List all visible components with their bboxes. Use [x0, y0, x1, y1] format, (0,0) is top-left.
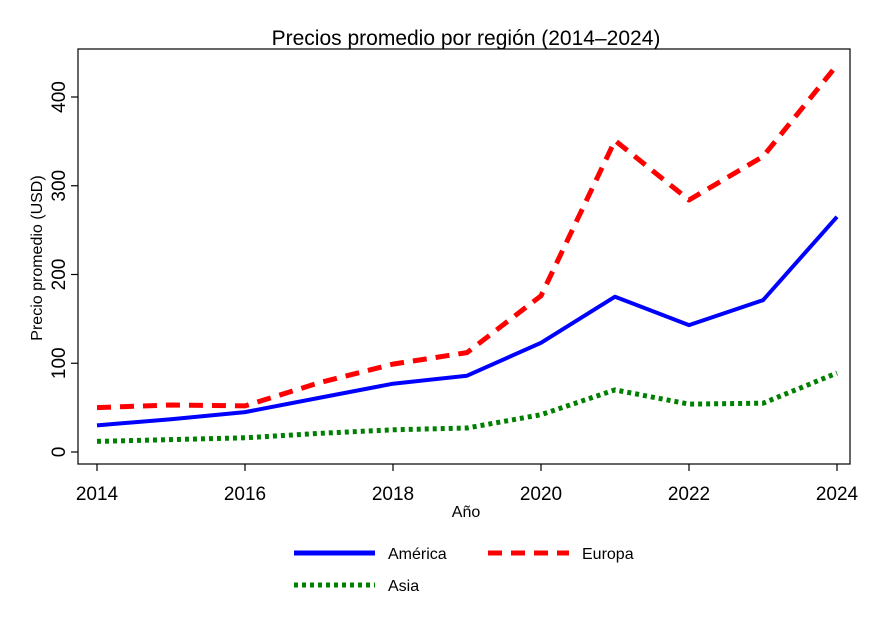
- y-tick-label-0: 0: [49, 447, 70, 458]
- y-tick-label-400: 400: [49, 81, 70, 113]
- legend-item-america: América: [294, 546, 447, 563]
- y-axis-label: Precio promedio (USD): [29, 175, 46, 340]
- chart-title: Precios promedio por región (2014–2024): [272, 27, 661, 50]
- y-axis: 0 100 200 300 400: [49, 81, 78, 457]
- series-line-asia: [96, 370, 838, 444]
- legend-label-asia: Asia: [388, 578, 419, 595]
- legend-item-asia: Asia: [294, 578, 419, 595]
- y-tick-label-100: 100: [49, 347, 70, 379]
- series-line-europa: [96, 63, 839, 411]
- x-tick-label-2018: 2018: [372, 484, 414, 505]
- x-tick-label-2016: 2016: [224, 484, 266, 505]
- x-axis-label: Año: [452, 504, 481, 521]
- y-tick-label-200: 200: [49, 259, 70, 291]
- x-tick-label-2020: 2020: [520, 484, 562, 505]
- x-axis: 2014 2016 2018 2020 2022 2024: [76, 464, 859, 505]
- legend-label-america: América: [388, 546, 447, 563]
- x-tick-label-2022: 2022: [668, 484, 710, 505]
- series-lines: [96, 63, 839, 444]
- series-line-am-rica: [96, 215, 839, 428]
- plot-frame: [77, 48, 851, 465]
- legend-item-europa: Europa: [488, 546, 634, 563]
- x-tick-label-2024: 2024: [816, 484, 859, 505]
- x-tick-label-2014: 2014: [76, 484, 119, 505]
- legend: América Europa Asia: [294, 546, 634, 595]
- legend-label-europa: Europa: [582, 546, 634, 563]
- y-tick-label-300: 300: [49, 170, 70, 202]
